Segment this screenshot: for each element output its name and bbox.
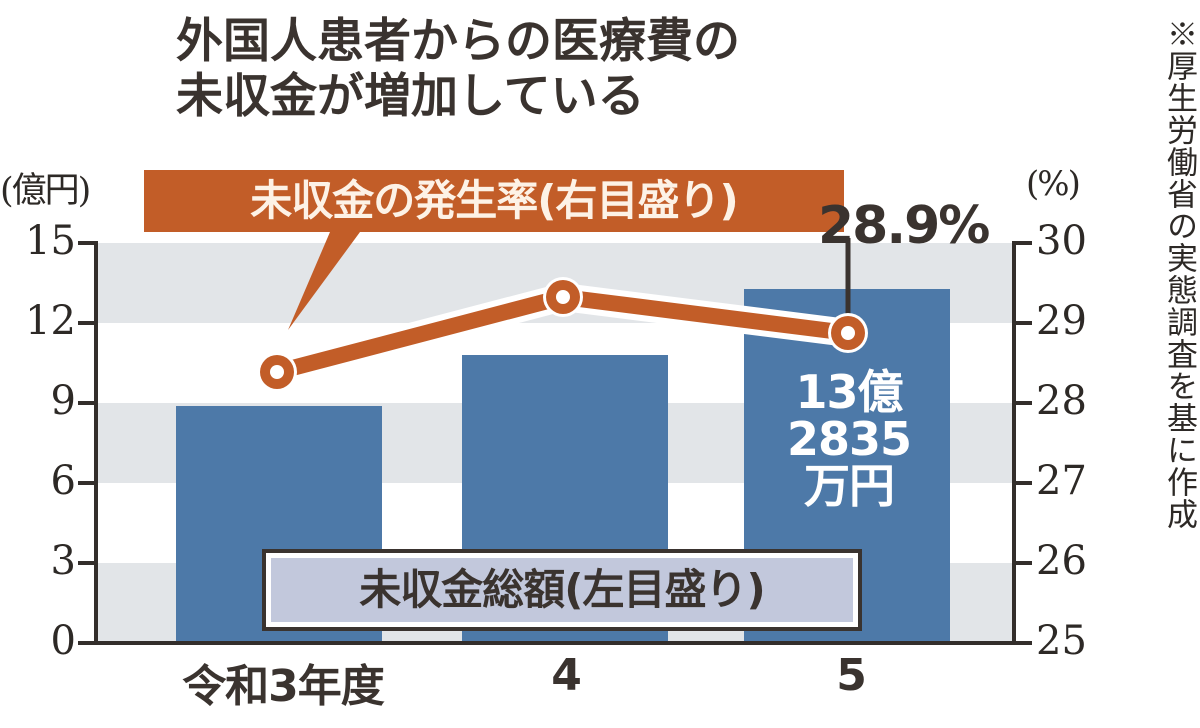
left-tick-15	[78, 241, 96, 245]
left-axis-label-6: 6	[50, 458, 76, 504]
right-tick-27	[1014, 481, 1032, 485]
left-axis-label-3: 3	[50, 538, 76, 584]
legend-rate-banner: 未収金の発生率(右目盛り)	[144, 170, 844, 232]
x-axis-label-r5: 5	[836, 650, 867, 701]
x-axis-label-r4: 4	[551, 650, 582, 701]
left-axis-label-9: 9	[50, 378, 76, 424]
right-axis-label-30: 30	[1036, 218, 1087, 264]
right-tick-25	[1014, 641, 1032, 645]
legend-total-label: 未収金総額(左目盛り)	[359, 565, 765, 614]
right-tick-29	[1014, 321, 1032, 325]
right-axis-unit: (%)	[1026, 164, 1081, 204]
right-axis-line	[1012, 241, 1016, 645]
right-tick-30	[1014, 241, 1032, 245]
left-axis-unit: (億円)	[0, 171, 91, 211]
legend-total-box: 未収金総額(左目盛り)	[262, 549, 862, 631]
left-axis-line	[94, 241, 98, 645]
left-tick-9	[78, 401, 96, 405]
right-axis-label-29: 29	[1036, 298, 1087, 344]
left-axis-label-15: 15	[25, 218, 76, 264]
right-axis-label-26: 26	[1036, 538, 1087, 584]
bottom-axis-line	[94, 641, 1018, 645]
bar-value-callout: 13億 2835 万円	[786, 365, 912, 513]
left-tick-3	[78, 561, 96, 565]
legend-total-inner: 未収金総額(左目盛り)	[271, 558, 853, 622]
right-tick-28	[1014, 401, 1032, 405]
rate-value-callout: 28.9%	[818, 196, 990, 256]
left-tick-6	[78, 481, 96, 485]
left-axis-label-0: 0	[50, 618, 76, 664]
legend-rate-label: 未収金の発生率(右目盛り)	[250, 176, 738, 225]
left-axis-label-12: 12	[25, 298, 76, 344]
right-tick-26	[1014, 561, 1032, 565]
right-axis-label-27: 27	[1036, 458, 1087, 504]
right-axis-label-28: 28	[1036, 378, 1087, 424]
x-axis-label-r3: 令和3年度	[182, 661, 385, 712]
left-tick-0	[78, 641, 96, 645]
right-axis-label-25: 25	[1036, 618, 1087, 664]
source-note: ※厚生労働省の実態調査を基に作成	[1161, 18, 1197, 530]
left-tick-12	[78, 321, 96, 325]
page-title: 外国人患者からの医療費の 未収金が増加している	[176, 14, 740, 124]
